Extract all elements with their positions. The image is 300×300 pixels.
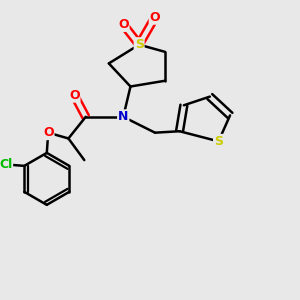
Text: N: N bbox=[118, 110, 128, 123]
Text: S: S bbox=[135, 38, 144, 51]
Text: Cl: Cl bbox=[0, 158, 12, 171]
Text: O: O bbox=[69, 89, 80, 102]
Text: O: O bbox=[43, 126, 53, 139]
Text: O: O bbox=[118, 18, 129, 31]
Text: S: S bbox=[214, 135, 223, 148]
Text: O: O bbox=[150, 11, 160, 24]
